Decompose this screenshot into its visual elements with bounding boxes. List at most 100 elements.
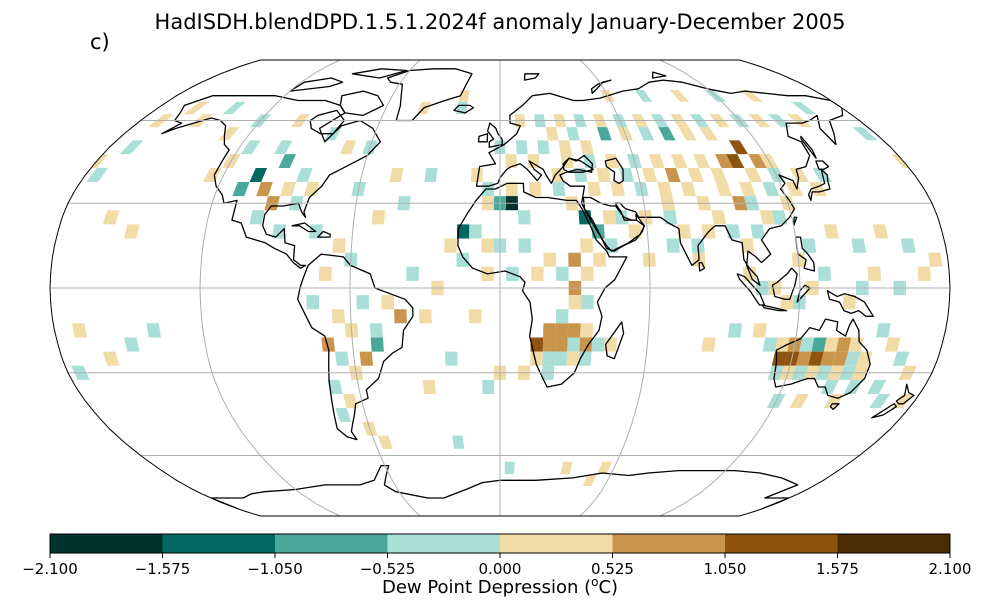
grid-cell bbox=[802, 238, 817, 253]
grid-cell bbox=[762, 337, 778, 352]
grid-cell bbox=[102, 351, 120, 366]
grid-cell bbox=[738, 182, 756, 197]
grid-cell bbox=[342, 394, 358, 408]
grid-cell bbox=[669, 90, 690, 102]
grid-cell bbox=[752, 323, 767, 338]
grid-cell bbox=[867, 379, 887, 394]
grid-cell bbox=[530, 337, 544, 352]
grid-cell bbox=[280, 182, 297, 197]
colorbar-swatch bbox=[275, 534, 388, 553]
coastline-greenland bbox=[386, 68, 473, 122]
grid-cell bbox=[739, 90, 764, 102]
coastline-south-america bbox=[297, 253, 414, 441]
graticule bbox=[50, 59, 950, 517]
grid-cell bbox=[469, 224, 482, 239]
coastline-svalbard bbox=[523, 73, 540, 81]
grid-cell bbox=[582, 474, 597, 486]
grid-cell bbox=[424, 168, 438, 182]
grid-cell bbox=[728, 323, 742, 338]
grid-cell bbox=[740, 238, 755, 253]
grid-cell bbox=[249, 168, 268, 182]
grid-cell bbox=[657, 182, 673, 197]
coastline-new-zealand-south bbox=[871, 403, 898, 419]
grid-cell bbox=[581, 266, 594, 281]
grid-cell bbox=[642, 168, 658, 182]
grid-cell bbox=[340, 140, 357, 155]
grid-cell bbox=[335, 351, 349, 366]
meridian-line bbox=[199, 59, 341, 517]
grid-cell bbox=[102, 210, 120, 225]
meridian-line bbox=[659, 59, 801, 517]
grid-cell bbox=[359, 351, 374, 366]
coastline-iceland bbox=[453, 104, 475, 114]
grid-cell bbox=[680, 182, 697, 197]
grid-cell bbox=[256, 182, 273, 197]
grid-cell bbox=[124, 337, 140, 352]
grid-cell bbox=[119, 140, 144, 155]
grid-cell bbox=[146, 323, 161, 338]
grid-cell bbox=[596, 168, 611, 182]
grid-cell bbox=[851, 238, 867, 253]
robinson-map bbox=[49, 59, 951, 517]
grid-cell bbox=[445, 351, 458, 366]
coastline-antarctica bbox=[210, 464, 799, 510]
grid-cell bbox=[71, 323, 88, 338]
grid-cell bbox=[579, 337, 593, 352]
grid-cell bbox=[771, 210, 788, 225]
grid-cell bbox=[530, 351, 543, 366]
coastline-north-america bbox=[161, 95, 381, 269]
grid-cell bbox=[543, 252, 557, 267]
grid-cell bbox=[848, 337, 864, 352]
grid-cell bbox=[456, 224, 470, 239]
grid-cell bbox=[419, 309, 432, 324]
grid-cell bbox=[318, 266, 332, 281]
grid-cell bbox=[842, 295, 856, 310]
grid-cell bbox=[86, 168, 108, 182]
grid-cell bbox=[531, 266, 544, 281]
grid-cell bbox=[715, 154, 733, 168]
grid-cell bbox=[556, 266, 569, 281]
colorbar-frame bbox=[49, 533, 951, 554]
grid-cell bbox=[603, 337, 618, 352]
grid-cell bbox=[808, 351, 824, 366]
grid-cell bbox=[832, 351, 849, 366]
globe-outline bbox=[49, 59, 951, 517]
grid-cell bbox=[555, 309, 569, 324]
grid-cell bbox=[568, 295, 582, 310]
grid-cell bbox=[892, 394, 914, 408]
coastline-arctic-islands-2 bbox=[351, 68, 408, 79]
grid-cell bbox=[555, 323, 569, 338]
grid-cell bbox=[823, 337, 839, 352]
grid-cell bbox=[762, 182, 780, 197]
grid-cell bbox=[658, 127, 676, 141]
grid-cell bbox=[249, 210, 265, 225]
grid-cell bbox=[692, 154, 711, 168]
grid-cell bbox=[452, 435, 465, 449]
grid-cell bbox=[579, 140, 594, 155]
grid-cell bbox=[785, 182, 804, 197]
grid-cell bbox=[771, 351, 788, 366]
colorbar-swatch bbox=[162, 534, 276, 553]
grid-cell bbox=[791, 101, 817, 115]
grid-cell bbox=[836, 337, 852, 352]
grid-cell bbox=[843, 379, 863, 394]
grid-cell bbox=[711, 210, 727, 225]
grid-cell bbox=[748, 154, 767, 168]
grid-cell bbox=[637, 127, 655, 141]
grid-cell bbox=[482, 379, 495, 394]
grid-cell bbox=[775, 337, 790, 352]
grid-cell bbox=[628, 224, 642, 239]
coastline-hokkaido bbox=[815, 160, 830, 171]
coastline-hudson-bay bbox=[309, 109, 345, 135]
grid-cell bbox=[869, 394, 891, 408]
grid-cell bbox=[580, 323, 594, 338]
grid-cell bbox=[670, 154, 688, 168]
grid-cell bbox=[817, 266, 831, 281]
grid-cell bbox=[222, 101, 246, 115]
grid-cell bbox=[321, 337, 335, 352]
grid-cell bbox=[529, 182, 542, 197]
coastline-new-guinea bbox=[826, 290, 874, 317]
grid-cell bbox=[537, 140, 550, 155]
meridian-line bbox=[579, 59, 651, 517]
grid-cell bbox=[505, 182, 518, 197]
